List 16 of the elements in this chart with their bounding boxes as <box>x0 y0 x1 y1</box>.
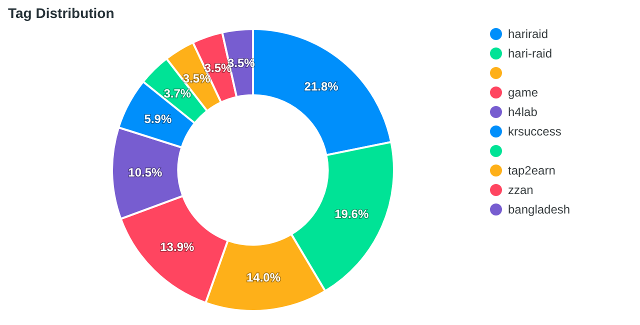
data-label: 10.5% <box>128 166 163 180</box>
legend-label: h4lab <box>508 105 538 120</box>
data-label: 13.9% <box>160 240 194 254</box>
legend-label: tap2earn <box>508 164 556 178</box>
data-label: 21.8% <box>304 80 339 94</box>
legend-label: hariraid <box>508 27 548 42</box>
chart-title: Tag Distribution <box>8 5 114 21</box>
legend-label: game <box>508 86 538 100</box>
legend-label: zzan <box>508 183 534 198</box>
data-label: 14.0% <box>246 270 281 285</box>
legend-label: hari-raid <box>508 46 552 61</box>
legend-label: bangladesh <box>508 202 570 217</box>
data-label: 5.9% <box>144 112 172 126</box>
legend-label: krsuccess <box>508 124 562 139</box>
data-label: 19.6% <box>334 206 369 221</box>
data-label: 3.7% <box>164 86 192 100</box>
